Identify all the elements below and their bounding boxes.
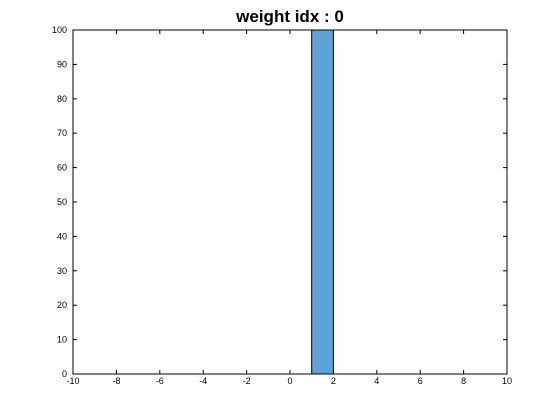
- y-tick-label: 80: [57, 94, 67, 104]
- x-tick-label: 0: [287, 376, 292, 386]
- y-tick-label: 0: [62, 369, 67, 379]
- y-tick-label: 50: [57, 197, 67, 207]
- y-tick-label: 10: [57, 335, 67, 345]
- y-tick-label: 60: [57, 163, 67, 173]
- x-tick-label: -6: [156, 376, 164, 386]
- x-tick-label: 6: [418, 376, 423, 386]
- bars-layer: [311, 29, 334, 375]
- y-tick-label: 70: [57, 128, 67, 138]
- axes-layer: [72, 29, 508, 375]
- y-tick-label: 40: [57, 231, 67, 241]
- y-tick-label: 20: [57, 300, 67, 310]
- y-tick-label: 90: [57, 59, 67, 69]
- chart-title: weight idx : 0: [235, 7, 344, 26]
- y-tick-label: 100: [52, 25, 67, 35]
- y-tick-label: 30: [57, 266, 67, 276]
- x-tick-label: -4: [199, 376, 207, 386]
- x-tick-label: -2: [243, 376, 251, 386]
- x-tick-label: 4: [374, 376, 379, 386]
- x-tick-label: 10: [502, 376, 512, 386]
- histogram-bar: [311, 29, 334, 375]
- x-tick-label: 2: [331, 376, 336, 386]
- plot-frame: [72, 29, 508, 375]
- x-tick-label: 8: [461, 376, 466, 386]
- x-tick-label: -8: [112, 376, 120, 386]
- x-tick-label: -10: [66, 376, 79, 386]
